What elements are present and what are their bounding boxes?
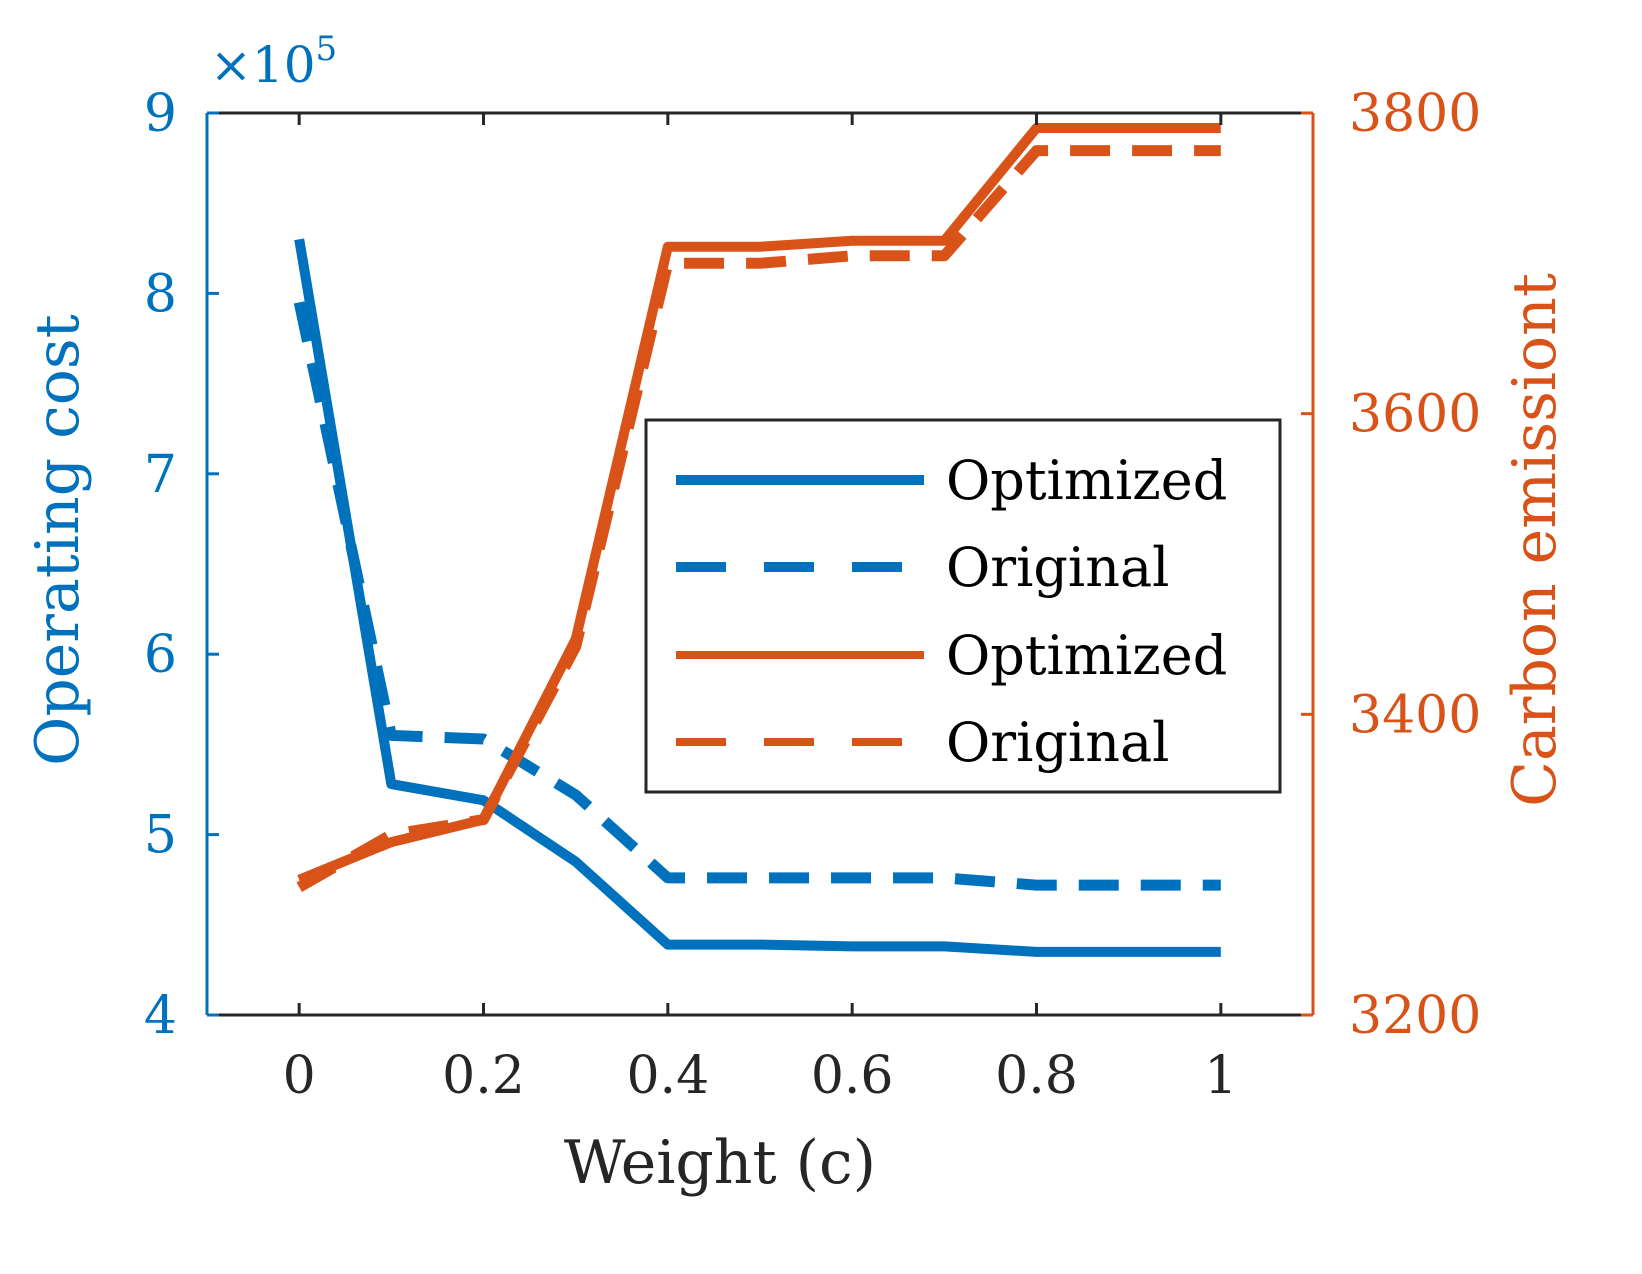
left-tick-label: 9 bbox=[144, 84, 177, 144]
plot-lines bbox=[293, 123, 1221, 957]
multiplier-base: ×10 bbox=[210, 36, 316, 94]
left-tick-label: 7 bbox=[144, 445, 177, 505]
x-axis-label: Weight (c) bbox=[564, 1128, 876, 1198]
left-axis-multiplier: ×105 bbox=[210, 29, 337, 94]
x-tick-label: 0 bbox=[283, 1046, 316, 1106]
x-tick-label: 0.4 bbox=[626, 1046, 709, 1106]
series-line-left-solid bbox=[294, 238, 1221, 957]
legend-label: Original bbox=[946, 536, 1169, 599]
multiplier-exponent: 5 bbox=[316, 29, 338, 69]
series-line-left-dashed bbox=[293, 301, 1221, 891]
right-tick-label: 3600 bbox=[1349, 385, 1481, 445]
right-tick-label: 3400 bbox=[1349, 685, 1481, 745]
x-tick-label: 0.6 bbox=[811, 1046, 894, 1106]
series-line-right-dashed bbox=[296, 145, 1221, 892]
legend-label: Optimized bbox=[946, 624, 1227, 687]
legend-label: Original bbox=[946, 711, 1169, 774]
right-tick-label: 3800 bbox=[1349, 84, 1481, 144]
left-tick-label: 6 bbox=[144, 625, 177, 685]
right-tick-label: 3200 bbox=[1349, 986, 1481, 1046]
x-tick-label: 0.2 bbox=[442, 1046, 525, 1106]
x-tick-label: 0.8 bbox=[995, 1046, 1078, 1106]
x-tick-label: 1 bbox=[1204, 1046, 1237, 1106]
legend: Optimized Original Optimized Original bbox=[644, 418, 1282, 794]
ticks: 0 0.2 0.4 0.6 0.8 1 4 5 6 7 8 9 3200 3400 3600 3800 bbox=[144, 84, 1481, 1106]
left-axis-label: Operating cost bbox=[23, 314, 93, 766]
legend-label: Optimized bbox=[946, 449, 1227, 512]
left-tick-label: 5 bbox=[144, 806, 177, 866]
right-axis-label: Carbon emissiont bbox=[1500, 273, 1570, 807]
left-tick-label: 4 bbox=[144, 986, 177, 1046]
left-tick-label: 8 bbox=[144, 264, 177, 324]
axes bbox=[205, 111, 1315, 1017]
series-line-right-solid bbox=[297, 123, 1221, 885]
